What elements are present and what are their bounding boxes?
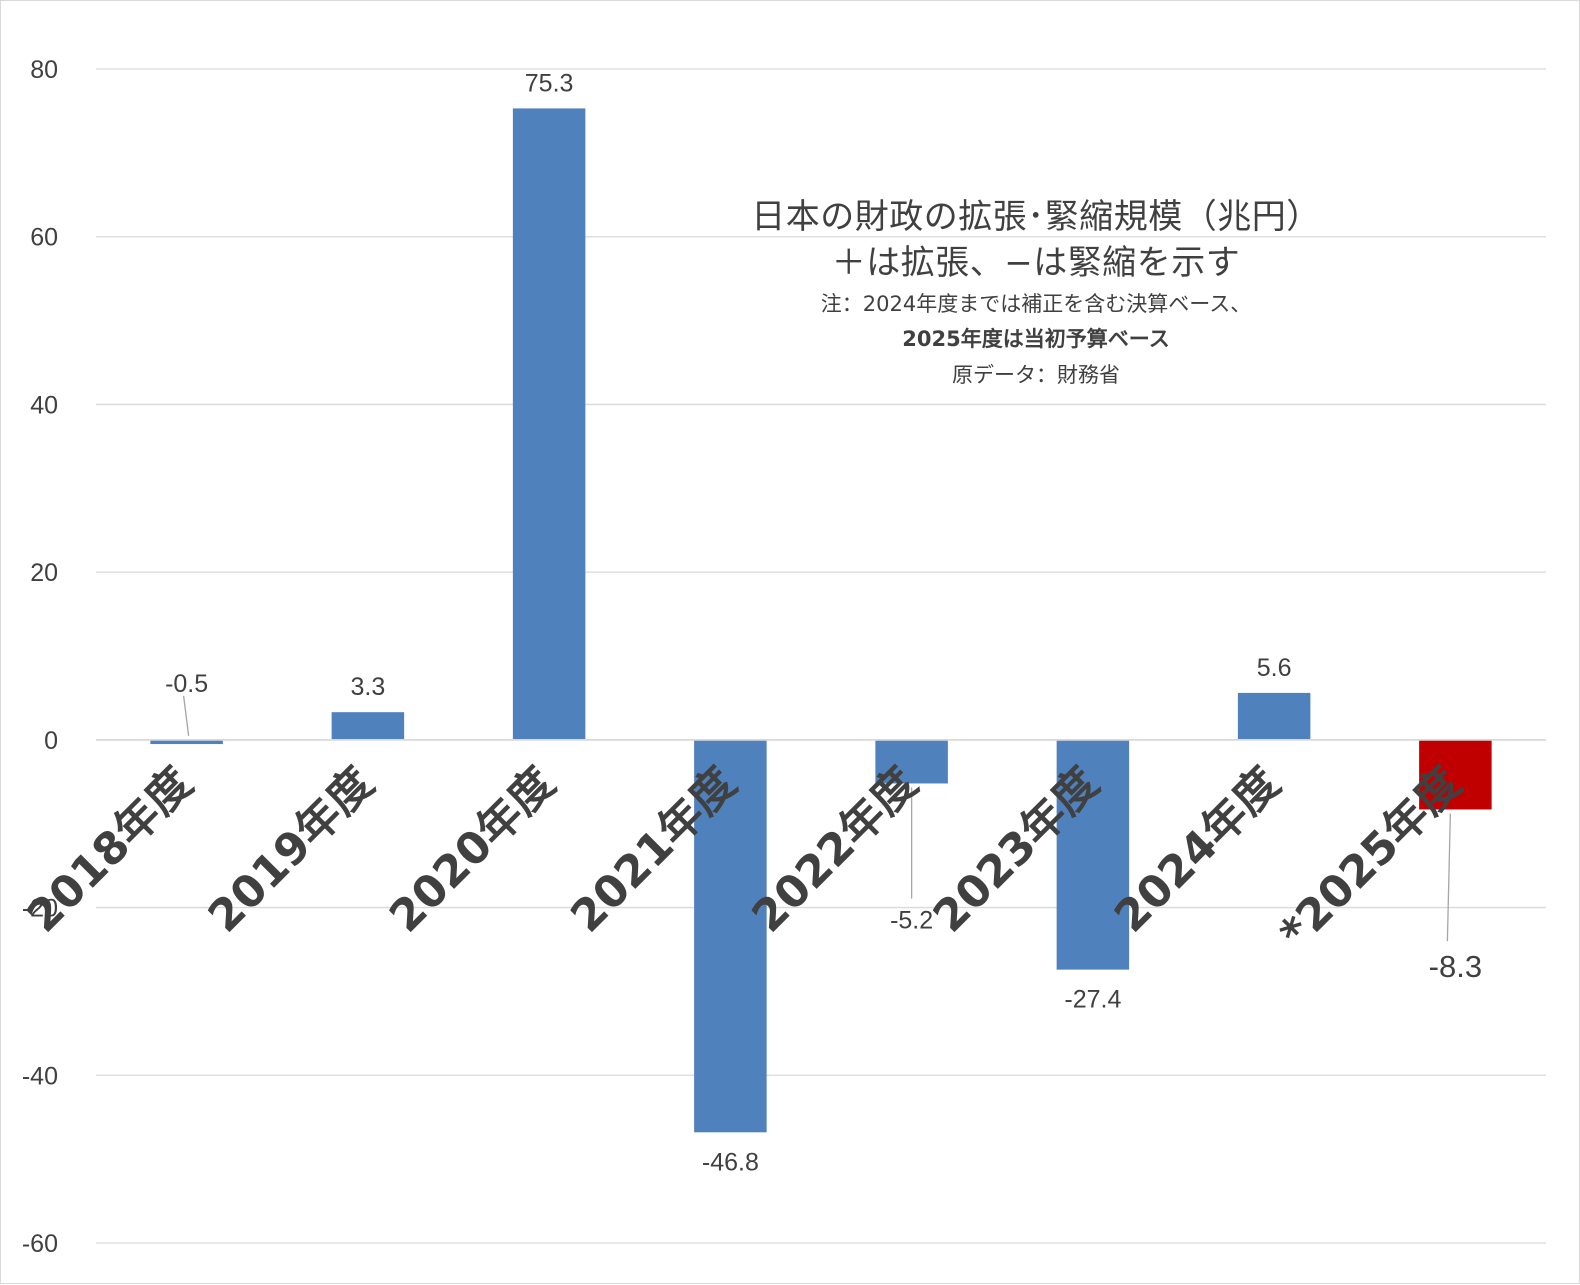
bars	[150, 108, 1492, 1133]
x-category-label: 2019年度	[199, 758, 384, 943]
y-axis-tick-labels: 80 60 40 20 0 -20 -40 -60	[22, 56, 58, 1258]
x-category-label: 2020年度	[380, 758, 565, 943]
leader-lines	[182, 695, 1452, 942]
data-label: -8.3	[1429, 949, 1482, 984]
bar	[694, 739, 767, 1133]
y-tick-label: 80	[30, 56, 58, 84]
y-tick-label: 0	[44, 727, 58, 755]
data-label: 75.3	[525, 69, 574, 97]
data-label: -27.4	[1064, 986, 1121, 1014]
y-tick-label: 20	[30, 559, 58, 587]
bar	[512, 108, 586, 740]
bar	[1056, 739, 1130, 970]
y-tick-label: -20	[22, 895, 58, 923]
x-category-label: *2025年度	[1270, 758, 1471, 959]
chart-subtitle: ＋は拡張、−は緊縮を示す	[831, 242, 1241, 283]
data-label: 3.3	[350, 673, 385, 701]
bar	[150, 739, 223, 745]
y-tick-label: -40	[22, 1062, 58, 1090]
bar	[1419, 739, 1492, 810]
data-label: 5.6	[1257, 654, 1292, 682]
y-tick-label: 40	[30, 391, 58, 419]
chart-note-2025: 2025年度は当初予算ベース	[902, 327, 1170, 352]
chart-note-source: 原データ：財務省	[952, 363, 1120, 388]
y-tick-label: 60	[30, 224, 58, 252]
leader-line	[1446, 813, 1452, 942]
chart-title: 日本の財政の拡張･緊縮規模（兆円）	[751, 197, 1321, 237]
x-category-label: 2018年度	[18, 758, 203, 943]
data-label: -0.5	[165, 670, 208, 698]
bar	[331, 712, 405, 740]
bar	[1237, 692, 1311, 740]
y-tick-label: -60	[22, 1230, 58, 1258]
x-category-label: 2024年度	[1105, 758, 1290, 943]
leader-line	[182, 695, 190, 736]
data-label: -5.2	[890, 907, 933, 935]
chart-note-basis: 注：2024年度までは補正を含む決算ベース、	[820, 291, 1252, 316]
data-labels: -0.5 3.3 75.3 -46.8 -5.2 -27.4 5.6 -8.3	[165, 69, 1482, 1176]
chart-title-block: 日本の財政の拡張･緊縮規模（兆円） ＋は拡張、−は緊縮を示す 注：2024年度ま…	[636, 195, 1436, 394]
bar	[875, 739, 948, 784]
data-label: -46.8	[702, 1148, 759, 1176]
